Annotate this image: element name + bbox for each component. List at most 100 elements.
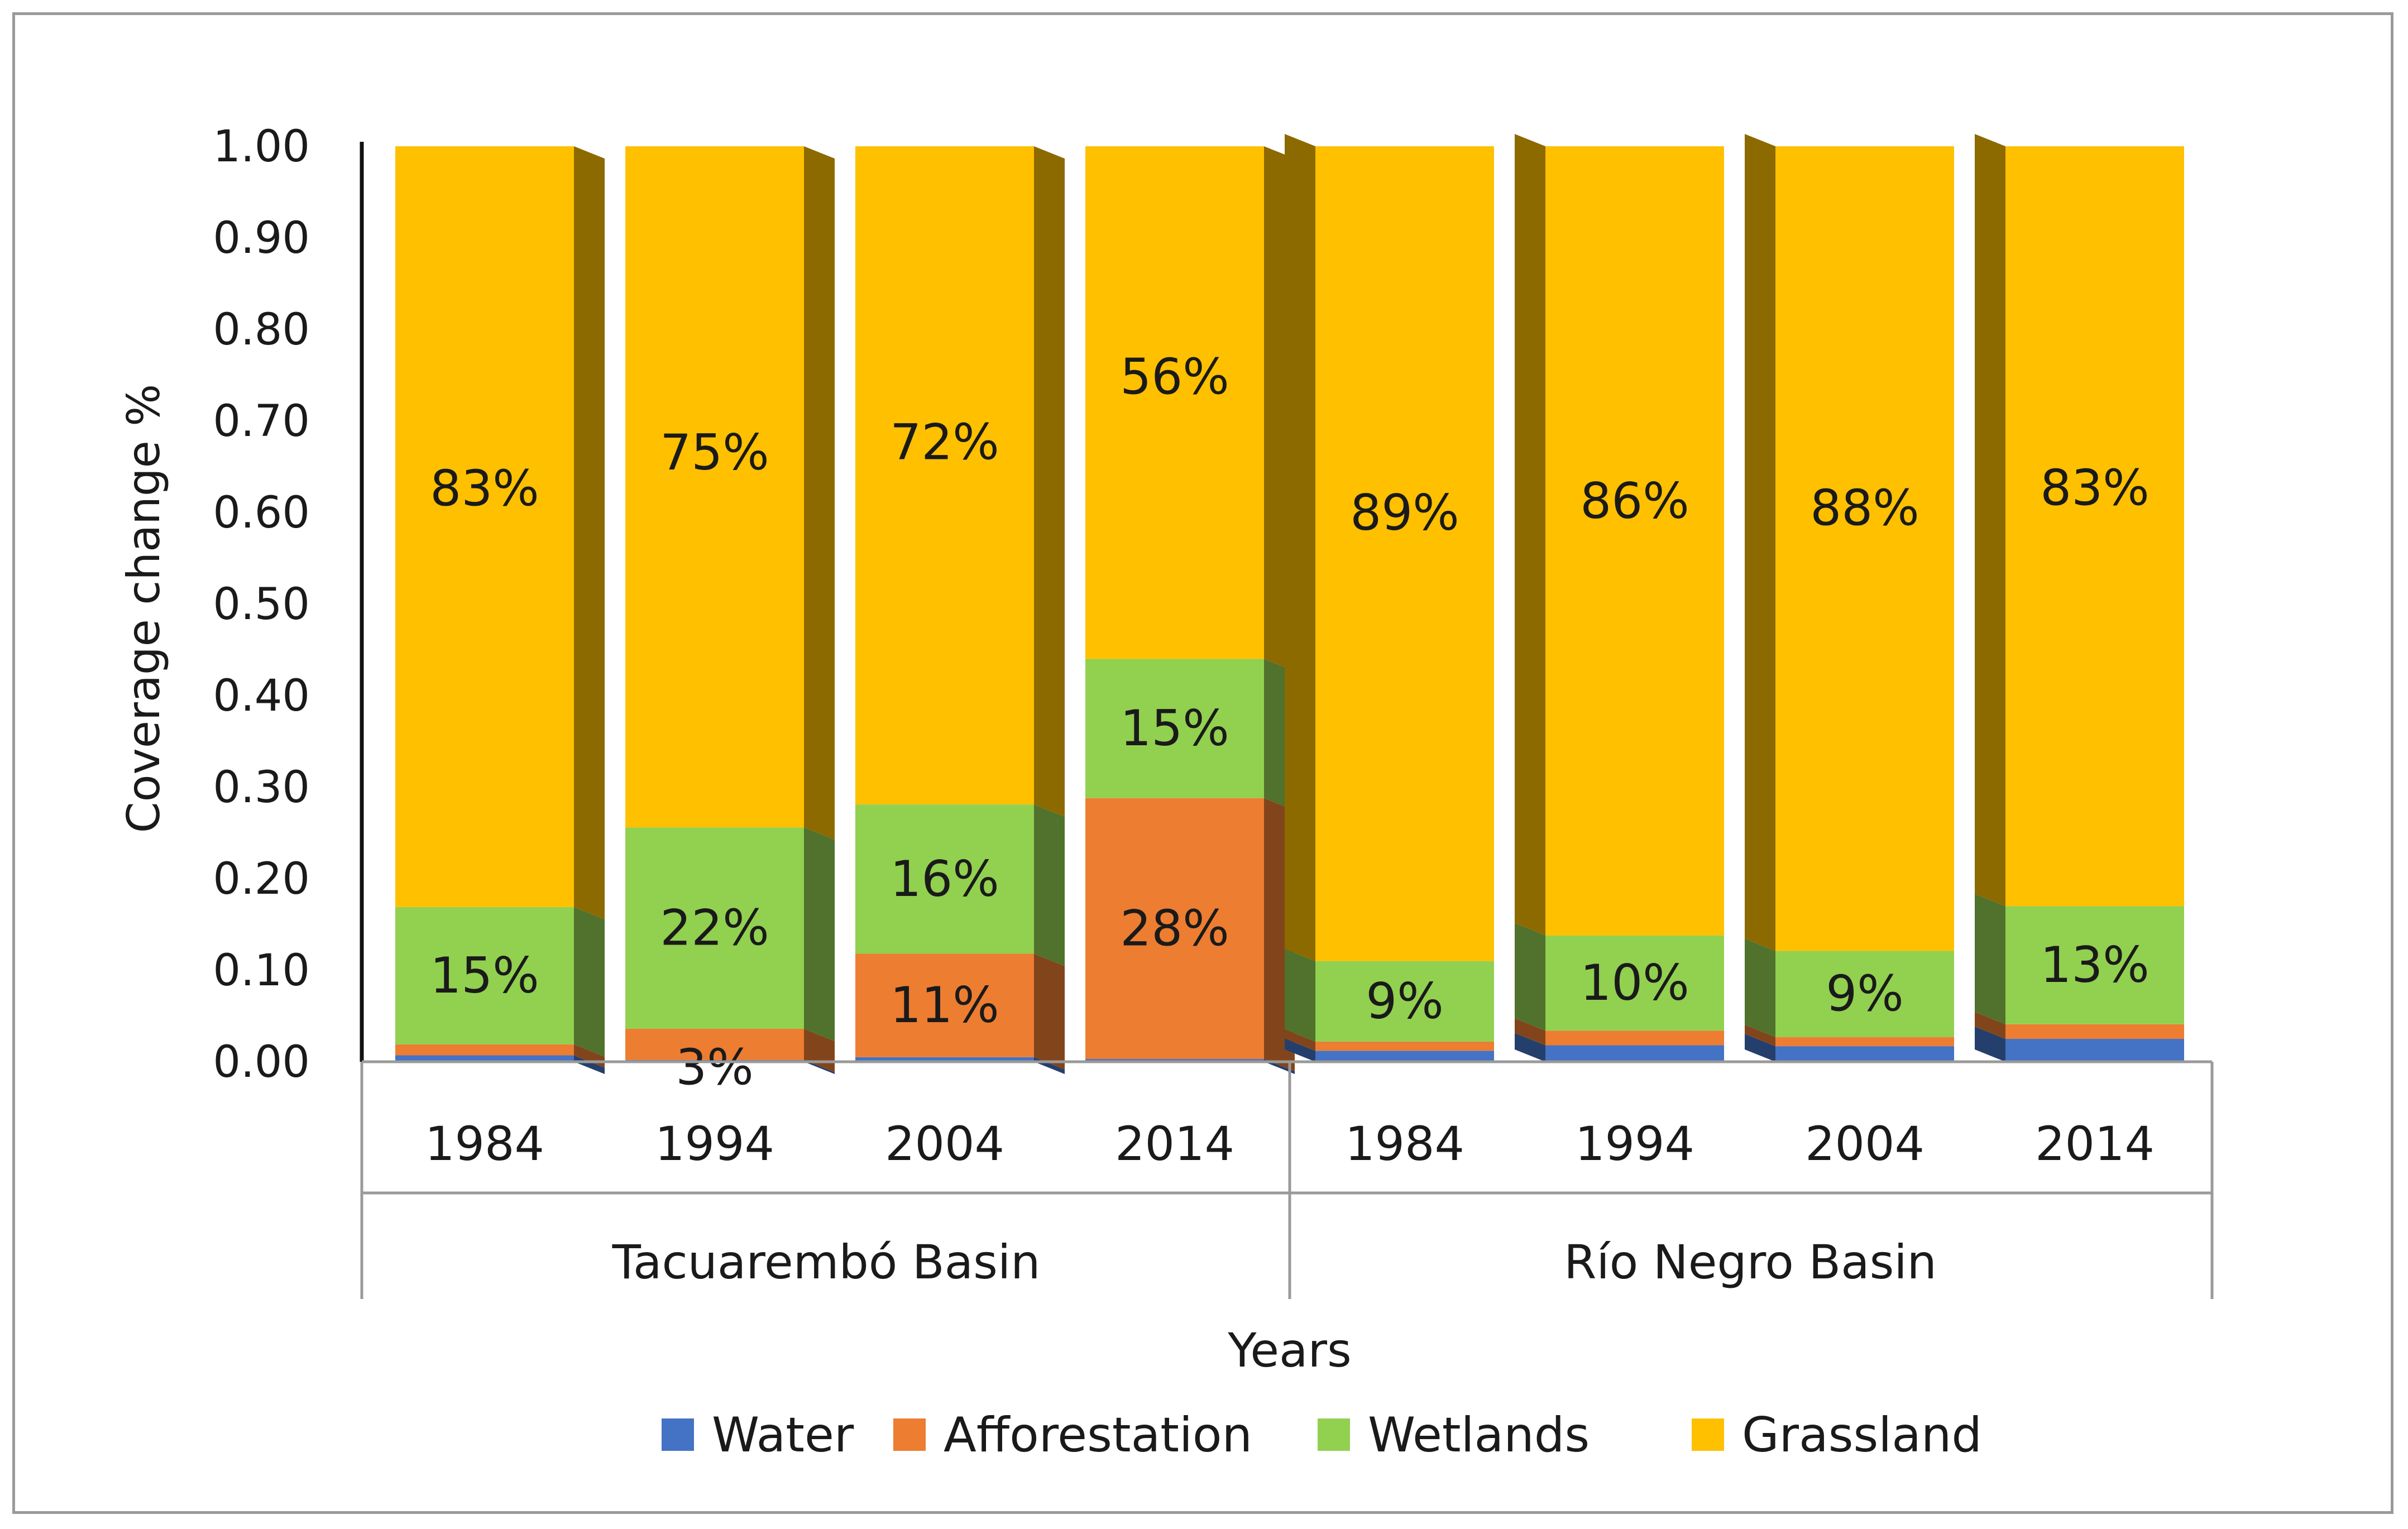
x-tick-label: 2004 bbox=[885, 1116, 1004, 1171]
bar-segment-afforestation bbox=[1545, 1030, 1724, 1046]
bar-side-wetlands bbox=[804, 827, 835, 1041]
bar-segment-wetlands bbox=[625, 827, 804, 1029]
bar-segment-grassland bbox=[855, 146, 1034, 805]
bar-side-afforestation bbox=[1285, 1029, 1315, 1051]
bar-segment-water bbox=[1315, 1051, 1494, 1062]
bar-side-wetlands bbox=[1515, 923, 1545, 1031]
bar-side-afforestation bbox=[1034, 953, 1065, 1070]
bar-side-wetlands bbox=[574, 907, 605, 1057]
legend-swatch-afforestation bbox=[893, 1418, 926, 1451]
bar-side-grassland bbox=[804, 146, 835, 840]
bar-segment-grassland bbox=[1315, 146, 1494, 961]
legend-label: Wetlands bbox=[1368, 1407, 1590, 1463]
data-label: 28% bbox=[1120, 899, 1229, 957]
bar-segment-water bbox=[1775, 1046, 1954, 1062]
bar-side-grassland bbox=[1285, 134, 1315, 961]
y-tick-label: 0.00 bbox=[213, 1037, 310, 1087]
bar-segment-wetlands bbox=[1085, 659, 1264, 798]
bar-segment-afforestation bbox=[2005, 1024, 2184, 1039]
y-tick-label: 0.10 bbox=[213, 946, 310, 996]
bar-segment-wetlands bbox=[1775, 951, 1954, 1037]
bar-side-grassland bbox=[574, 146, 605, 919]
bar-segment-afforestation bbox=[395, 1044, 574, 1056]
y-tick-label: 0.50 bbox=[213, 579, 310, 630]
x-group-label: Río Negro Basin bbox=[1564, 1235, 1937, 1290]
x-tick-label: 2004 bbox=[1805, 1116, 1925, 1171]
bar-side-afforestation bbox=[1515, 1018, 1545, 1046]
bar-side-wetlands bbox=[1285, 948, 1315, 1042]
data-label: 9% bbox=[1826, 965, 1904, 1023]
data-label: 16% bbox=[890, 850, 999, 908]
bar-segment-wetlands bbox=[2005, 906, 2184, 1024]
bar-segment-wetlands bbox=[855, 804, 1034, 954]
bar-segment-afforestation bbox=[1085, 798, 1264, 1060]
data-label: 22% bbox=[660, 899, 769, 957]
data-label: 15% bbox=[430, 947, 539, 1004]
legend-swatch-wetlands bbox=[1318, 1418, 1350, 1451]
bar-segment-water bbox=[2005, 1039, 2184, 1062]
x-axis-title: Years bbox=[1227, 1323, 1352, 1378]
x-tick-label: 1984 bbox=[1345, 1116, 1464, 1171]
data-label: 72% bbox=[890, 414, 999, 471]
y-tick-label: 0.20 bbox=[213, 854, 310, 904]
y-tick-label: 0.70 bbox=[213, 396, 310, 447]
bar-side-water bbox=[1515, 1033, 1545, 1062]
y-axis-title: Coverage change % bbox=[118, 384, 170, 833]
bar-side-grassland bbox=[1745, 134, 1775, 951]
bar-segment-wetlands bbox=[1545, 935, 1724, 1031]
x-tick-label: 1994 bbox=[655, 1116, 774, 1171]
x-tick-label: 1994 bbox=[1575, 1116, 1694, 1171]
bar-side-grassland bbox=[1034, 146, 1065, 817]
data-label: 88% bbox=[1810, 480, 1919, 537]
bar-side-wetlands bbox=[1745, 938, 1775, 1037]
data-label: 83% bbox=[430, 459, 539, 517]
data-label: 3% bbox=[676, 1039, 754, 1096]
x-tick-label: 2014 bbox=[1115, 1116, 1234, 1171]
bar-segment-wetlands bbox=[1315, 961, 1494, 1042]
data-label: 75% bbox=[660, 424, 769, 481]
bar-segment-water bbox=[1545, 1045, 1724, 1062]
bar-segment-water bbox=[855, 1057, 1034, 1062]
bar-side-water bbox=[1975, 1027, 2005, 1062]
legend-label: Grassland bbox=[1742, 1407, 1982, 1463]
bar-segment-afforestation bbox=[855, 953, 1034, 1057]
bar-segment-grassland bbox=[2005, 146, 2184, 907]
data-label: 83% bbox=[2040, 459, 2150, 517]
data-label: 10% bbox=[1580, 954, 1689, 1012]
data-label: 15% bbox=[1120, 699, 1229, 757]
bar-side-wetlands bbox=[1975, 894, 2005, 1024]
bar-side-grassland bbox=[1975, 134, 2005, 907]
y-tick-label: 0.60 bbox=[213, 488, 310, 538]
data-label: 11% bbox=[890, 976, 999, 1034]
bar-segment-afforestation bbox=[1775, 1037, 1954, 1047]
bar-segment-grassland bbox=[1775, 146, 1954, 951]
chart-frame bbox=[12, 12, 2393, 1514]
legend-swatch-grassland bbox=[1692, 1418, 1724, 1451]
bar-segment-grassland bbox=[395, 146, 574, 907]
data-label: 9% bbox=[1366, 972, 1444, 1030]
x-group-label: Tacuarembó Basin bbox=[612, 1235, 1041, 1290]
data-label: 13% bbox=[2040, 936, 2150, 994]
bar-segment-grassland bbox=[1085, 146, 1264, 659]
bar-segment-water bbox=[395, 1055, 574, 1062]
bar-side-water bbox=[1745, 1034, 1775, 1062]
bar-side-water bbox=[1285, 1038, 1315, 1062]
y-tick-label: 0.40 bbox=[213, 671, 310, 721]
bar-side-water bbox=[804, 1060, 835, 1074]
legend-label: Afforestation bbox=[944, 1407, 1252, 1463]
y-tick-label: 0.30 bbox=[213, 763, 310, 813]
bar-segment-wetlands bbox=[395, 907, 574, 1044]
bar-segment-grassland bbox=[1545, 146, 1724, 936]
data-label: 56% bbox=[1120, 348, 1229, 405]
bar-side-afforestation bbox=[1745, 1024, 1775, 1047]
x-tick-label: 1984 bbox=[425, 1116, 544, 1171]
bar-side-afforestation bbox=[1975, 1012, 2005, 1039]
bar-segment-afforestation bbox=[1315, 1041, 1494, 1051]
bar-side-water bbox=[574, 1055, 605, 1074]
bar-side-wetlands bbox=[1034, 804, 1065, 966]
bar-segment-grassland bbox=[625, 146, 804, 828]
x-tick-label: 2014 bbox=[2035, 1116, 2155, 1171]
bar-segment-afforestation bbox=[625, 1028, 804, 1060]
bar-side-grassland bbox=[1515, 134, 1545, 936]
